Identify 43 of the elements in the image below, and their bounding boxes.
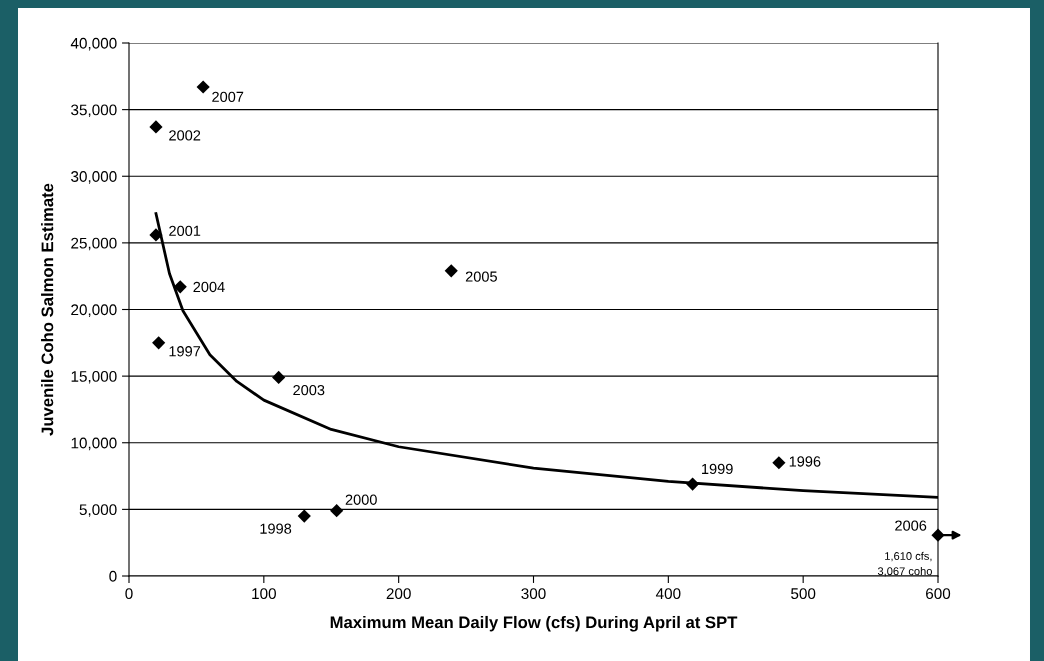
point [330,504,344,518]
annotation: 2007 [212,91,244,102]
point [272,370,286,385]
annotation: 2002 [169,130,201,141]
annotation: 2003 [293,384,325,396]
x-tick-label: 500 [791,588,816,600]
annotation: 2006 [895,520,927,531]
annotation: 2005 [465,271,497,282]
annotation: 1996 [789,456,821,467]
annotation: 1998 [260,523,292,534]
y-tick-label: 40,000 [70,37,117,51]
y-tick-label: 35,000 [71,104,117,118]
y-tick-label: 5,000 [79,504,117,517]
point [196,80,210,94]
x-tick-label: 0 [125,588,133,600]
point [173,280,187,294]
point [772,456,786,470]
point [149,228,163,242]
y-tick-label: 25,000 [71,237,117,251]
x-tick-label: 400 [655,588,681,600]
annotation: 1,610 cfs, 3,067 coho [877,551,932,577]
y-axis-title: Juvenile Coho Salmon Estimate [41,183,54,436]
point [152,336,166,350]
y-tick-label: 15,000 [71,370,117,384]
point [444,264,458,278]
point [931,528,945,542]
annotation: 2001 [169,225,201,237]
annotation: 1997 [169,346,201,357]
y-tick-label: 30,000 [71,171,117,184]
annotation: 2000 [345,494,377,505]
point [149,120,163,134]
y-tick-label: 20,000 [71,304,117,317]
annotation: 1999 [702,463,733,475]
point [686,477,700,491]
annotation: 2004 [193,281,225,293]
x-tick-label: 600 [926,588,951,600]
x-tick-label: 300 [521,588,546,600]
x-tick-label: 100 [252,588,276,600]
point [297,509,311,523]
x-axis-title: Maximum Mean Daily Flow (cfs) During April at SPT [330,615,738,632]
y-tick-label: 0 [109,570,117,582]
x-tick-label: 200 [386,588,411,600]
y-tick-label: 10,000 [71,437,117,451]
